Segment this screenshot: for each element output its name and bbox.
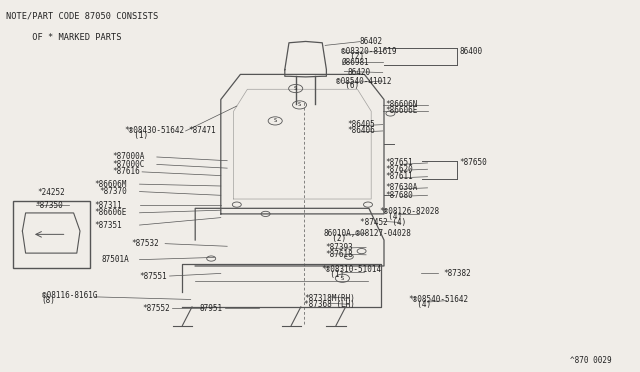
Text: *87532: *87532 [131,239,159,248]
Text: ®08116-8161G: ®08116-8161G [42,291,97,300]
Bar [13,201,90,268]
Text: *87311: *87311 [95,201,122,210]
Text: *87620: *87620 [385,165,413,174]
Text: *87318M(RH): *87318M(RH) [304,294,355,303]
Text: *86406: *86406 [348,126,375,135]
Text: (2): (2) [323,234,346,243]
Text: *86405: *86405 [348,120,375,129]
Text: ®08320-81619: ®08320-81619 [341,47,397,56]
Text: *87000A: *87000A [112,153,145,161]
Text: Ø86981: Ø86981 [341,58,369,67]
Text: 86420: 86420 [348,68,371,77]
Text: *87616: *87616 [112,167,140,176]
Text: 86402: 86402 [360,37,383,46]
Text: *87552: *87552 [142,304,170,312]
Text: 86010A,®08127-04028: 86010A,®08127-04028 [323,229,411,238]
Text: (1): (1) [125,131,148,140]
Text: (6): (6) [336,81,359,90]
Text: (1): (1) [321,270,344,279]
Text: ®08540-41012: ®08540-41012 [336,77,392,86]
Text: ^870 0029: ^870 0029 [570,356,611,365]
Text: *87382: *87382 [443,269,470,278]
Text: *87611: *87611 [385,172,413,181]
Text: *87000C: *87000C [112,160,145,169]
Text: *86606E: *86606E [385,106,418,115]
Text: *87393: *87393 [325,243,353,252]
Text: S: S [273,118,277,124]
Text: *®08540-51642: *®08540-51642 [408,295,468,304]
Text: 87951: 87951 [200,304,223,312]
Text: (4): (4) [408,300,431,309]
Text: *86606N: *86606N [385,100,418,109]
Text: *87650: *87650 [460,158,487,167]
Text: *87370: *87370 [99,187,127,196]
Text: *87471: *87471 [189,126,216,135]
Text: *87651: *87651 [385,158,413,167]
Text: (2): (2) [341,52,364,61]
Text: *87350: *87350 [35,201,63,210]
Text: S: S [298,102,301,108]
Text: (4): (4) [379,212,402,221]
Text: NOTE/PART CODE 87050 CONSISTS: NOTE/PART CODE 87050 CONSISTS [6,11,159,20]
Text: *®08430-51642: *®08430-51642 [125,126,185,135]
Text: *87551: *87551 [140,272,167,280]
Text: (8): (8) [42,296,56,305]
Text: *87368 (LH): *87368 (LH) [304,300,355,309]
Text: *86606E: *86606E [95,208,127,217]
Text: S: S [294,86,298,91]
Text: *86606M: *86606M [95,180,127,189]
Text: *87618: *87618 [325,250,353,259]
Text: *87680: *87680 [385,191,413,200]
Text: *24252: *24252 [37,188,65,197]
Text: *87351: *87351 [95,221,122,230]
Text: 87501A: 87501A [101,255,129,264]
Text: *87630A: *87630A [385,183,418,192]
Text: OF * MARKED PARTS: OF * MARKED PARTS [6,33,122,42]
Text: *87452 (4): *87452 (4) [360,218,406,227]
Text: *®08310-51014: *®08310-51014 [321,265,381,274]
Text: *®08126-82028: *®08126-82028 [379,207,439,216]
Text: 86400: 86400 [460,47,483,56]
Text: S: S [340,276,344,281]
